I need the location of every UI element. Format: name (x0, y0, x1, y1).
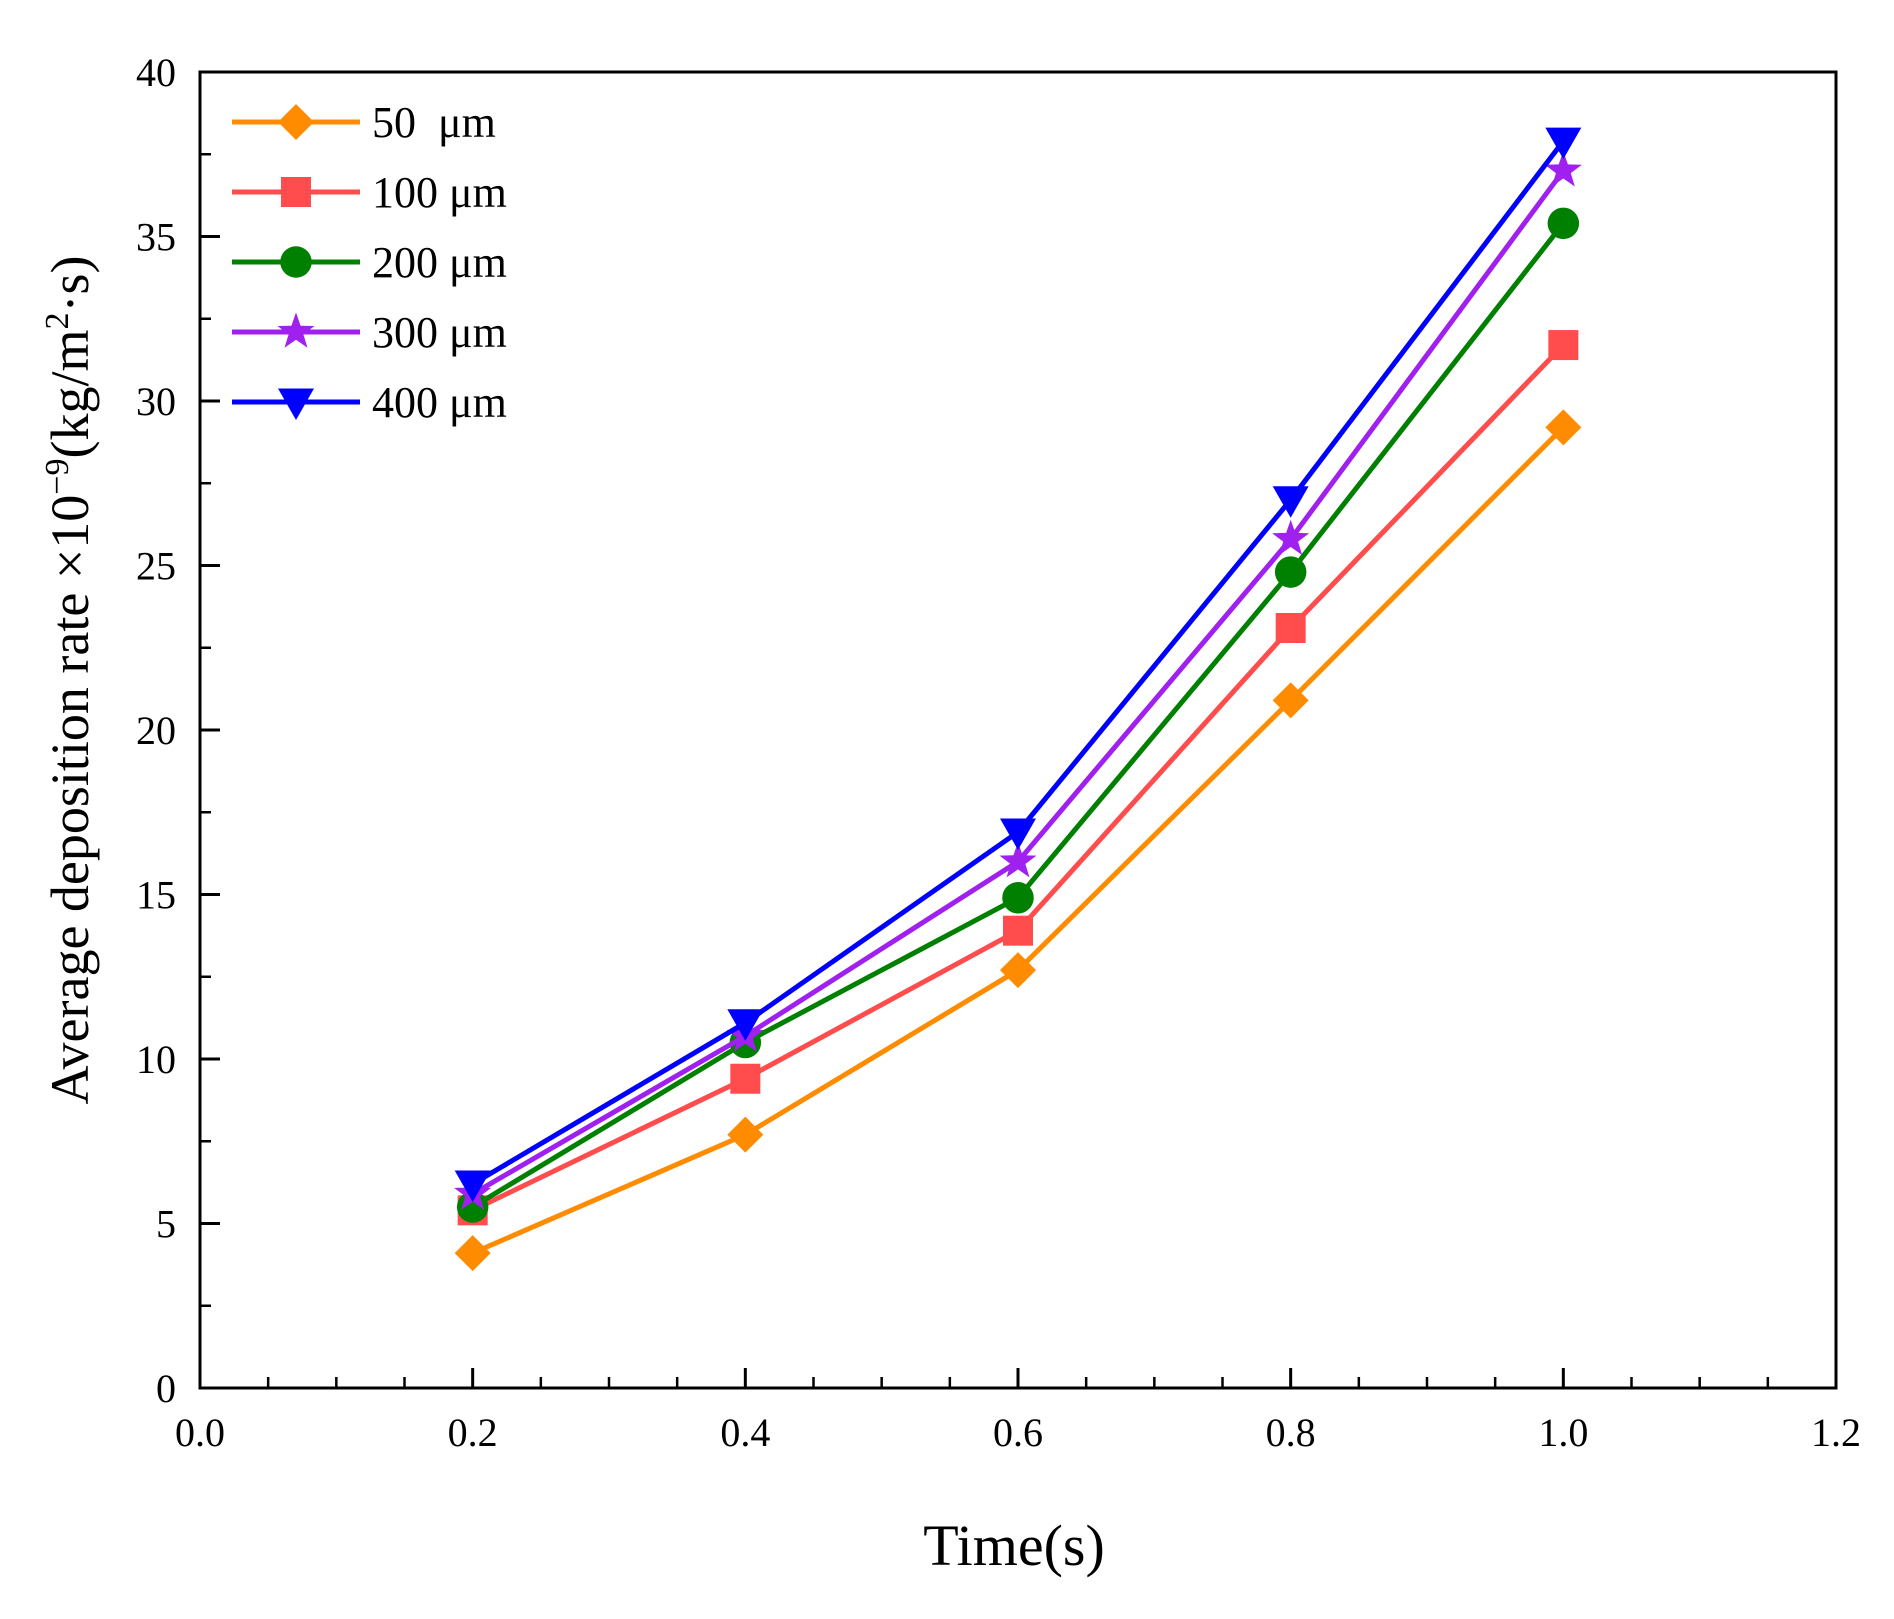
data-point (727, 1116, 764, 1153)
data-point (1274, 556, 1307, 588)
data-point (1275, 613, 1306, 644)
legend-item: 300 μm (232, 308, 507, 357)
data-point (1272, 519, 1310, 555)
legend-label: 300 μm (372, 308, 507, 357)
legend-item: 400 μm (232, 378, 507, 427)
data-point (1002, 882, 1034, 914)
legend-label: 200 μm (372, 238, 507, 287)
y-tick-label: 15 (136, 873, 176, 918)
series-3 (454, 151, 1582, 1210)
y-tick-label: 25 (136, 544, 176, 589)
y-tick-label: 30 (136, 379, 176, 424)
x-tick-label: 0.2 (448, 1410, 498, 1455)
legend-label: 100 μm (372, 168, 507, 217)
series-4 (454, 127, 1582, 1203)
x-tick-label: 0.6 (993, 1410, 1043, 1455)
data-point (1545, 409, 1582, 446)
data-point (1548, 330, 1579, 361)
legend-label: 400 μm (372, 378, 507, 427)
data-point (1544, 151, 1582, 187)
legend-item: 100 μm (232, 168, 507, 217)
y-tick-label: 0 (156, 1366, 176, 1411)
series-line (471, 139, 1566, 1187)
data-point (999, 842, 1037, 878)
data-point (1545, 127, 1582, 160)
data-point (1003, 915, 1033, 946)
series-0 (454, 409, 1582, 1272)
data-point (727, 1009, 764, 1041)
y-tick-label: 10 (136, 1037, 176, 1082)
data-point (730, 1063, 761, 1094)
legend-swatch-marker (281, 177, 311, 207)
series-line (471, 169, 1566, 1197)
x-axis-title: Time(s) (923, 1513, 1105, 1578)
x-tick-label: 1.2 (1811, 1410, 1861, 1455)
data-point (1000, 818, 1036, 850)
series-layer (454, 127, 1582, 1272)
x-tick-label: 0.0 (175, 1410, 225, 1455)
data-point (454, 1170, 491, 1203)
legend-swatch-marker (278, 104, 314, 140)
data-point (1272, 486, 1309, 518)
x-tick-label: 0.8 (1266, 1410, 1316, 1455)
data-point (454, 1235, 491, 1272)
legend-label: 50 μm (372, 98, 496, 147)
y-tick-label: 35 (136, 215, 176, 260)
data-point (1000, 952, 1036, 989)
legend-swatch-marker (277, 312, 315, 348)
x-tick-label: 1.0 (1538, 1410, 1588, 1455)
data-point (1272, 682, 1309, 719)
y-tick-label: 20 (136, 708, 176, 753)
series-line (471, 221, 1566, 1210)
y-axis-title: Average deposition rate ×10−9(kg/m2·s) (39, 256, 100, 1105)
x-tick-label: 0.4 (720, 1410, 770, 1455)
legend-item: 50 μm (232, 98, 496, 147)
y-tick-label: 40 (136, 50, 176, 95)
series-line (471, 343, 1566, 1213)
data-point (1547, 207, 1580, 240)
legend: 50 μm 100 μm 200 μm 300 μm 400 μm (232, 98, 507, 427)
y-tick-label: 5 (156, 1202, 176, 1247)
legend-swatch-marker (280, 246, 312, 278)
axes-layer: 0.0 0.2 0.4 0.6 0.8 1.0 1.2 0 5 10 15 20 25 30 35 40 (136, 50, 1861, 1455)
legend-item: 200 μm (232, 238, 507, 287)
legend-swatch-marker (278, 388, 314, 420)
series-2 (456, 207, 1580, 1223)
